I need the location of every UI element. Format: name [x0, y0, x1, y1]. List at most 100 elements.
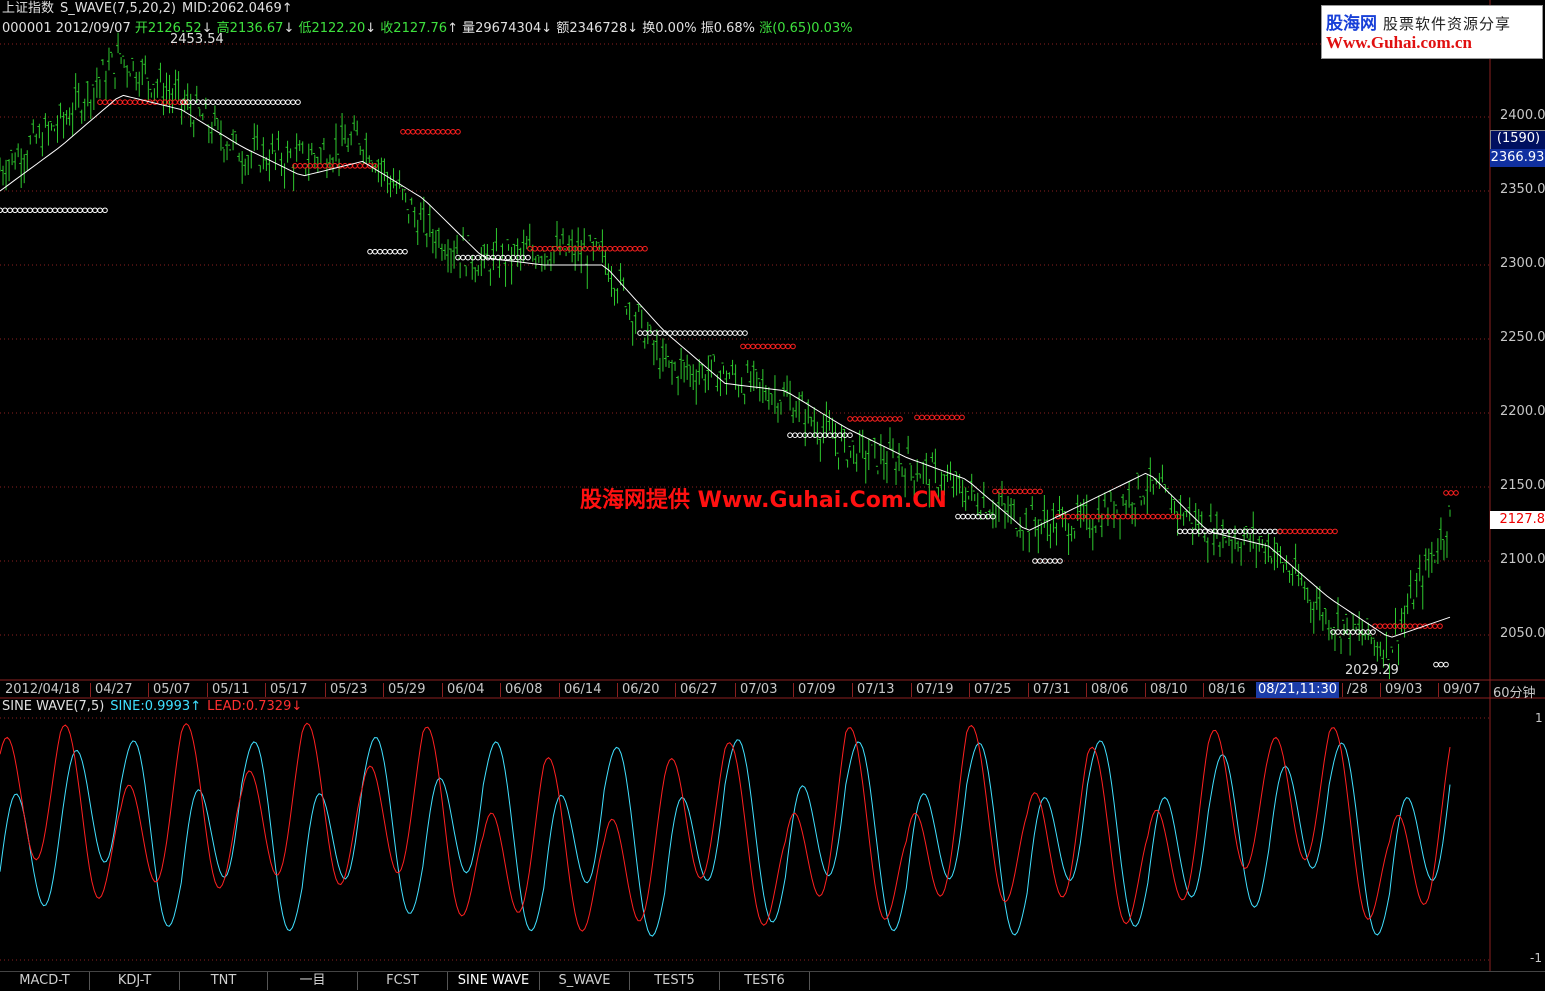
wave-marker	[807, 432, 813, 439]
mid-arrow: ↑	[281, 1, 293, 16]
wave-marker	[1438, 661, 1444, 668]
indicator-title: SINE WAVE(7,5) SINE:0.9993↑ LEAD:0.7329↓	[2, 699, 308, 714]
tab-sine-wave[interactable]: SINE WAVE	[448, 972, 540, 990]
wave-marker	[959, 414, 965, 421]
wave-marker	[295, 99, 301, 105]
wave-marker	[47, 207, 53, 214]
wave-marker	[132, 99, 138, 105]
wave-marker	[1187, 528, 1193, 535]
wave-marker	[190, 99, 196, 105]
price-tick: 2150.00	[1500, 478, 1545, 493]
wave-marker	[642, 245, 648, 252]
wave-marker	[367, 248, 373, 255]
wave-marker	[949, 414, 955, 421]
wave-marker	[1237, 528, 1243, 535]
date-separator	[735, 683, 736, 697]
wave-marker	[465, 254, 471, 261]
wave-marker	[1448, 490, 1454, 496]
amplitude-value: 振0.68%	[700, 21, 756, 36]
wave-marker	[934, 414, 940, 421]
stock-code: 000001	[2, 21, 52, 36]
wave-marker	[245, 99, 251, 105]
wave-marker	[647, 330, 653, 336]
wave-marker	[827, 432, 833, 439]
wave-marker	[780, 343, 786, 350]
wave-marker	[1387, 623, 1393, 629]
wave-marker	[627, 245, 633, 252]
close-arrow: ↑	[447, 21, 458, 36]
wave-marker	[17, 207, 23, 214]
wave-marker	[382, 248, 388, 255]
tab-fcst[interactable]: FCST	[358, 972, 448, 990]
wave-marker	[597, 245, 603, 252]
wave-marker	[887, 416, 893, 422]
wave-marker	[537, 245, 543, 252]
wave-marker	[1312, 528, 1318, 535]
wave-marker	[137, 99, 143, 105]
wave-marker	[532, 245, 538, 252]
lead-label: LEAD:0.7329	[207, 699, 292, 714]
wave-marker	[944, 414, 950, 421]
wave-marker	[929, 414, 935, 421]
wave-marker	[1170, 513, 1176, 520]
wave-marker	[1432, 623, 1438, 629]
wave-marker	[760, 343, 766, 350]
wave-marker	[897, 416, 903, 422]
wave-marker	[1057, 558, 1063, 564]
wave-marker	[790, 343, 796, 350]
price-tick: 2350.00	[1500, 182, 1545, 197]
wave-marker	[1302, 528, 1308, 535]
wave-marker	[200, 99, 206, 105]
tab-test6[interactable]: TEST6	[720, 972, 810, 990]
wave-marker	[205, 99, 211, 105]
wave-marker	[847, 416, 853, 422]
wave-marker	[1095, 513, 1101, 520]
wave-marker	[1437, 623, 1443, 629]
tab-test5[interactable]: TEST5	[630, 972, 720, 990]
date-label: 05/23	[330, 682, 368, 697]
wave-marker	[402, 248, 408, 255]
wave-marker	[1017, 488, 1023, 495]
wave-marker	[692, 330, 698, 336]
price-tick: 2300.00	[1500, 256, 1545, 271]
wave-marker	[847, 432, 853, 439]
wave-marker	[1392, 623, 1398, 629]
tab-kdj-t[interactable]: KDJ-T	[90, 972, 180, 990]
wave-marker	[397, 248, 403, 255]
tab-s_wave[interactable]: S_WAVE	[540, 972, 630, 990]
date-separator	[793, 683, 794, 697]
tab-macd-t[interactable]: MACD-T	[0, 972, 90, 990]
wave-marker	[122, 99, 128, 105]
date-separator	[617, 683, 618, 697]
wave-marker	[280, 99, 286, 105]
date-label: 05/07	[153, 682, 191, 697]
wave-marker	[1433, 661, 1439, 668]
wave-marker	[939, 414, 945, 421]
tab-tnt[interactable]: TNT	[180, 972, 268, 990]
high-arrow: ↓	[283, 21, 295, 36]
wave-marker	[12, 207, 18, 214]
index-name: 上证指数	[2, 1, 55, 16]
wave-marker	[867, 416, 873, 422]
period-label[interactable]: 60分钟	[1493, 686, 1536, 701]
date-label: 07/19	[916, 682, 954, 697]
wave-marker	[372, 163, 378, 169]
wave-marker	[72, 207, 78, 214]
wave-marker	[990, 513, 996, 520]
tab-一目[interactable]: 一目	[268, 972, 358, 990]
wave-marker	[62, 207, 68, 214]
wave-marker	[877, 416, 883, 422]
wave-marker	[22, 207, 28, 214]
wave-marker	[632, 245, 638, 252]
wave-marker	[1182, 528, 1188, 535]
wave-marker	[215, 99, 221, 105]
wave-marker	[612, 245, 618, 252]
wave-marker	[672, 330, 678, 336]
wave-marker	[817, 432, 823, 439]
wave-marker	[455, 254, 461, 261]
wave-marker	[225, 99, 231, 105]
wave-marker	[265, 99, 271, 105]
wave-marker	[297, 163, 303, 169]
wave-marker	[392, 248, 398, 255]
